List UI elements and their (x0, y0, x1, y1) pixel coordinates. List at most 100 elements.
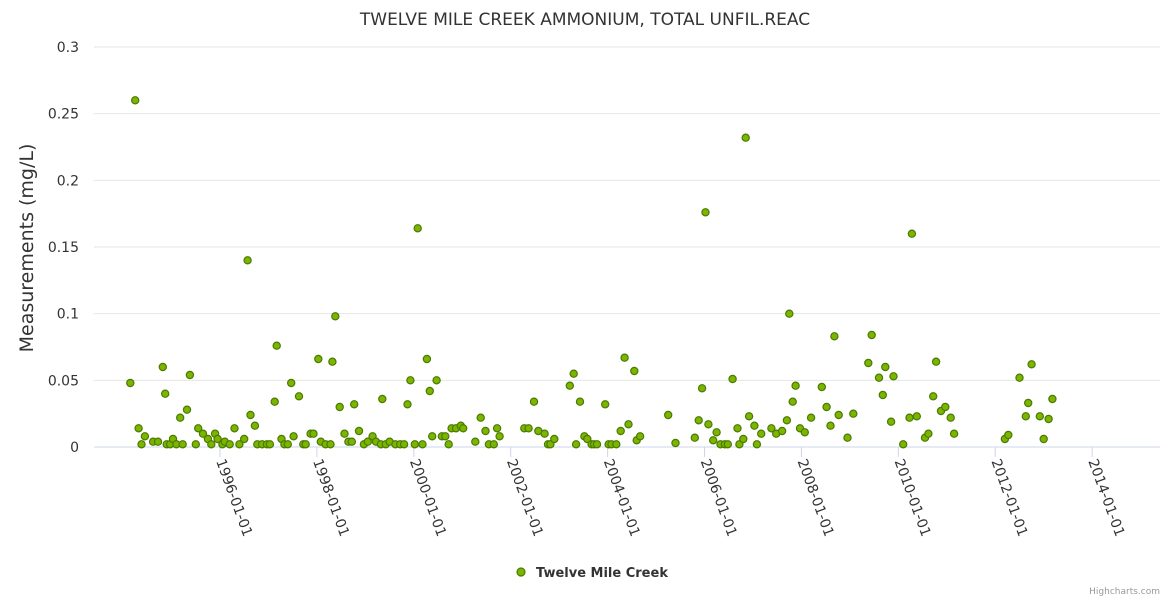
data-point[interactable] (225, 440, 234, 449)
data-point[interactable] (489, 440, 498, 449)
data-point[interactable] (565, 381, 575, 390)
data-point[interactable] (601, 400, 610, 409)
data-point[interactable] (635, 432, 645, 441)
data-point[interactable] (899, 440, 908, 449)
data-point[interactable] (671, 438, 680, 448)
data-point[interactable] (834, 410, 843, 420)
data-point[interactable] (843, 433, 852, 442)
data-point[interactable] (175, 413, 185, 422)
data-point[interactable] (213, 434, 222, 444)
data-point[interactable] (250, 421, 260, 430)
data-point[interactable] (817, 382, 827, 392)
data-point[interactable] (287, 378, 296, 388)
data-point[interactable] (741, 133, 750, 142)
legend-item-label[interactable]: Twelve Mile Creek (536, 566, 668, 581)
data-point[interactable] (137, 440, 146, 449)
data-point[interactable] (126, 378, 135, 388)
data-point[interactable] (309, 429, 318, 438)
data-point[interactable] (347, 437, 356, 446)
data-point[interactable] (363, 437, 372, 446)
data-point[interactable] (476, 413, 485, 422)
data-point[interactable] (697, 384, 707, 393)
data-point[interactable] (403, 400, 412, 409)
data-point[interactable] (283, 440, 292, 449)
data-point[interactable] (301, 440, 310, 449)
data-point[interactable] (459, 424, 468, 433)
data-point[interactable] (777, 426, 787, 436)
data-point[interactable] (432, 376, 441, 385)
data-point[interactable] (782, 416, 792, 425)
data-point[interactable] (441, 432, 450, 441)
data-point[interactable] (350, 400, 359, 409)
data-point[interactable] (471, 437, 480, 446)
data-point[interactable] (709, 436, 718, 445)
data-point[interactable] (198, 429, 208, 438)
data-point[interactable] (864, 358, 873, 368)
data-point[interactable] (134, 424, 143, 433)
data-point[interactable] (406, 376, 415, 385)
data-point[interactable] (704, 420, 713, 429)
data-point[interactable] (701, 208, 710, 217)
scatter-series[interactable] (126, 96, 1057, 449)
data-point[interactable] (924, 429, 933, 438)
data-point[interactable] (340, 429, 349, 438)
data-point[interactable] (767, 424, 776, 433)
data-point[interactable] (335, 402, 344, 412)
legend[interactable]: Twelve Mile Creek (516, 566, 668, 581)
data-point[interactable] (1021, 412, 1031, 421)
data-point[interactable] (399, 440, 409, 449)
data-point[interactable] (425, 386, 434, 396)
data-point[interactable] (712, 428, 721, 437)
data-point[interactable] (314, 354, 323, 364)
data-point[interactable] (289, 432, 298, 441)
data-point[interactable] (185, 370, 195, 380)
data-point[interactable] (1048, 394, 1057, 404)
data-point[interactable] (243, 256, 252, 265)
data-point[interactable] (378, 394, 387, 404)
data-point[interactable] (849, 409, 858, 418)
data-point[interactable] (788, 397, 797, 406)
data-point[interactable] (1015, 373, 1024, 382)
data-point[interactable] (826, 421, 835, 430)
data-point[interactable] (757, 429, 766, 438)
data-point[interactable] (744, 412, 754, 421)
data-point[interactable] (630, 366, 639, 376)
data-point[interactable] (569, 369, 578, 378)
data-point[interactable] (354, 426, 364, 436)
data-point[interactable] (230, 424, 239, 433)
data-point[interactable] (193, 424, 203, 433)
data-point[interactable] (529, 397, 539, 406)
data-point[interactable] (160, 389, 170, 398)
data-point[interactable] (326, 440, 335, 449)
credits-link[interactable]: Highcharts.com (1089, 587, 1160, 597)
data-point[interactable] (1044, 414, 1053, 424)
data-point[interactable] (1023, 398, 1033, 408)
data-point[interactable] (946, 413, 955, 422)
data-point[interactable] (905, 413, 914, 422)
data-point[interactable] (328, 357, 337, 366)
data-point[interactable] (800, 428, 810, 437)
data-point[interactable] (752, 440, 762, 449)
data-point[interactable] (664, 410, 673, 420)
legend-marker[interactable] (516, 567, 526, 577)
data-point[interactable] (495, 432, 504, 441)
data-point[interactable] (912, 412, 922, 421)
data-point[interactable] (153, 437, 163, 446)
data-point[interactable] (524, 424, 533, 433)
data-point[interactable] (830, 332, 839, 341)
data-point[interactable] (931, 357, 941, 366)
data-point[interactable] (616, 426, 625, 436)
data-point[interactable] (235, 440, 244, 449)
data-point[interactable] (723, 440, 733, 449)
data-point[interactable] (1039, 434, 1048, 444)
data-point[interactable] (889, 372, 898, 381)
data-point[interactable] (444, 440, 453, 449)
data-point[interactable] (690, 433, 700, 442)
data-point[interactable] (874, 373, 884, 382)
data-point[interactable] (410, 440, 419, 449)
data-point[interactable] (791, 381, 800, 390)
data-point[interactable] (492, 424, 502, 433)
data-point[interactable] (694, 416, 703, 425)
data-point[interactable] (867, 330, 876, 340)
data-point[interactable] (1035, 412, 1045, 421)
